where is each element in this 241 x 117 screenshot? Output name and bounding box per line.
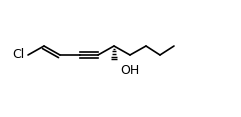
Text: Cl: Cl	[12, 49, 24, 62]
Text: OH: OH	[120, 64, 139, 77]
